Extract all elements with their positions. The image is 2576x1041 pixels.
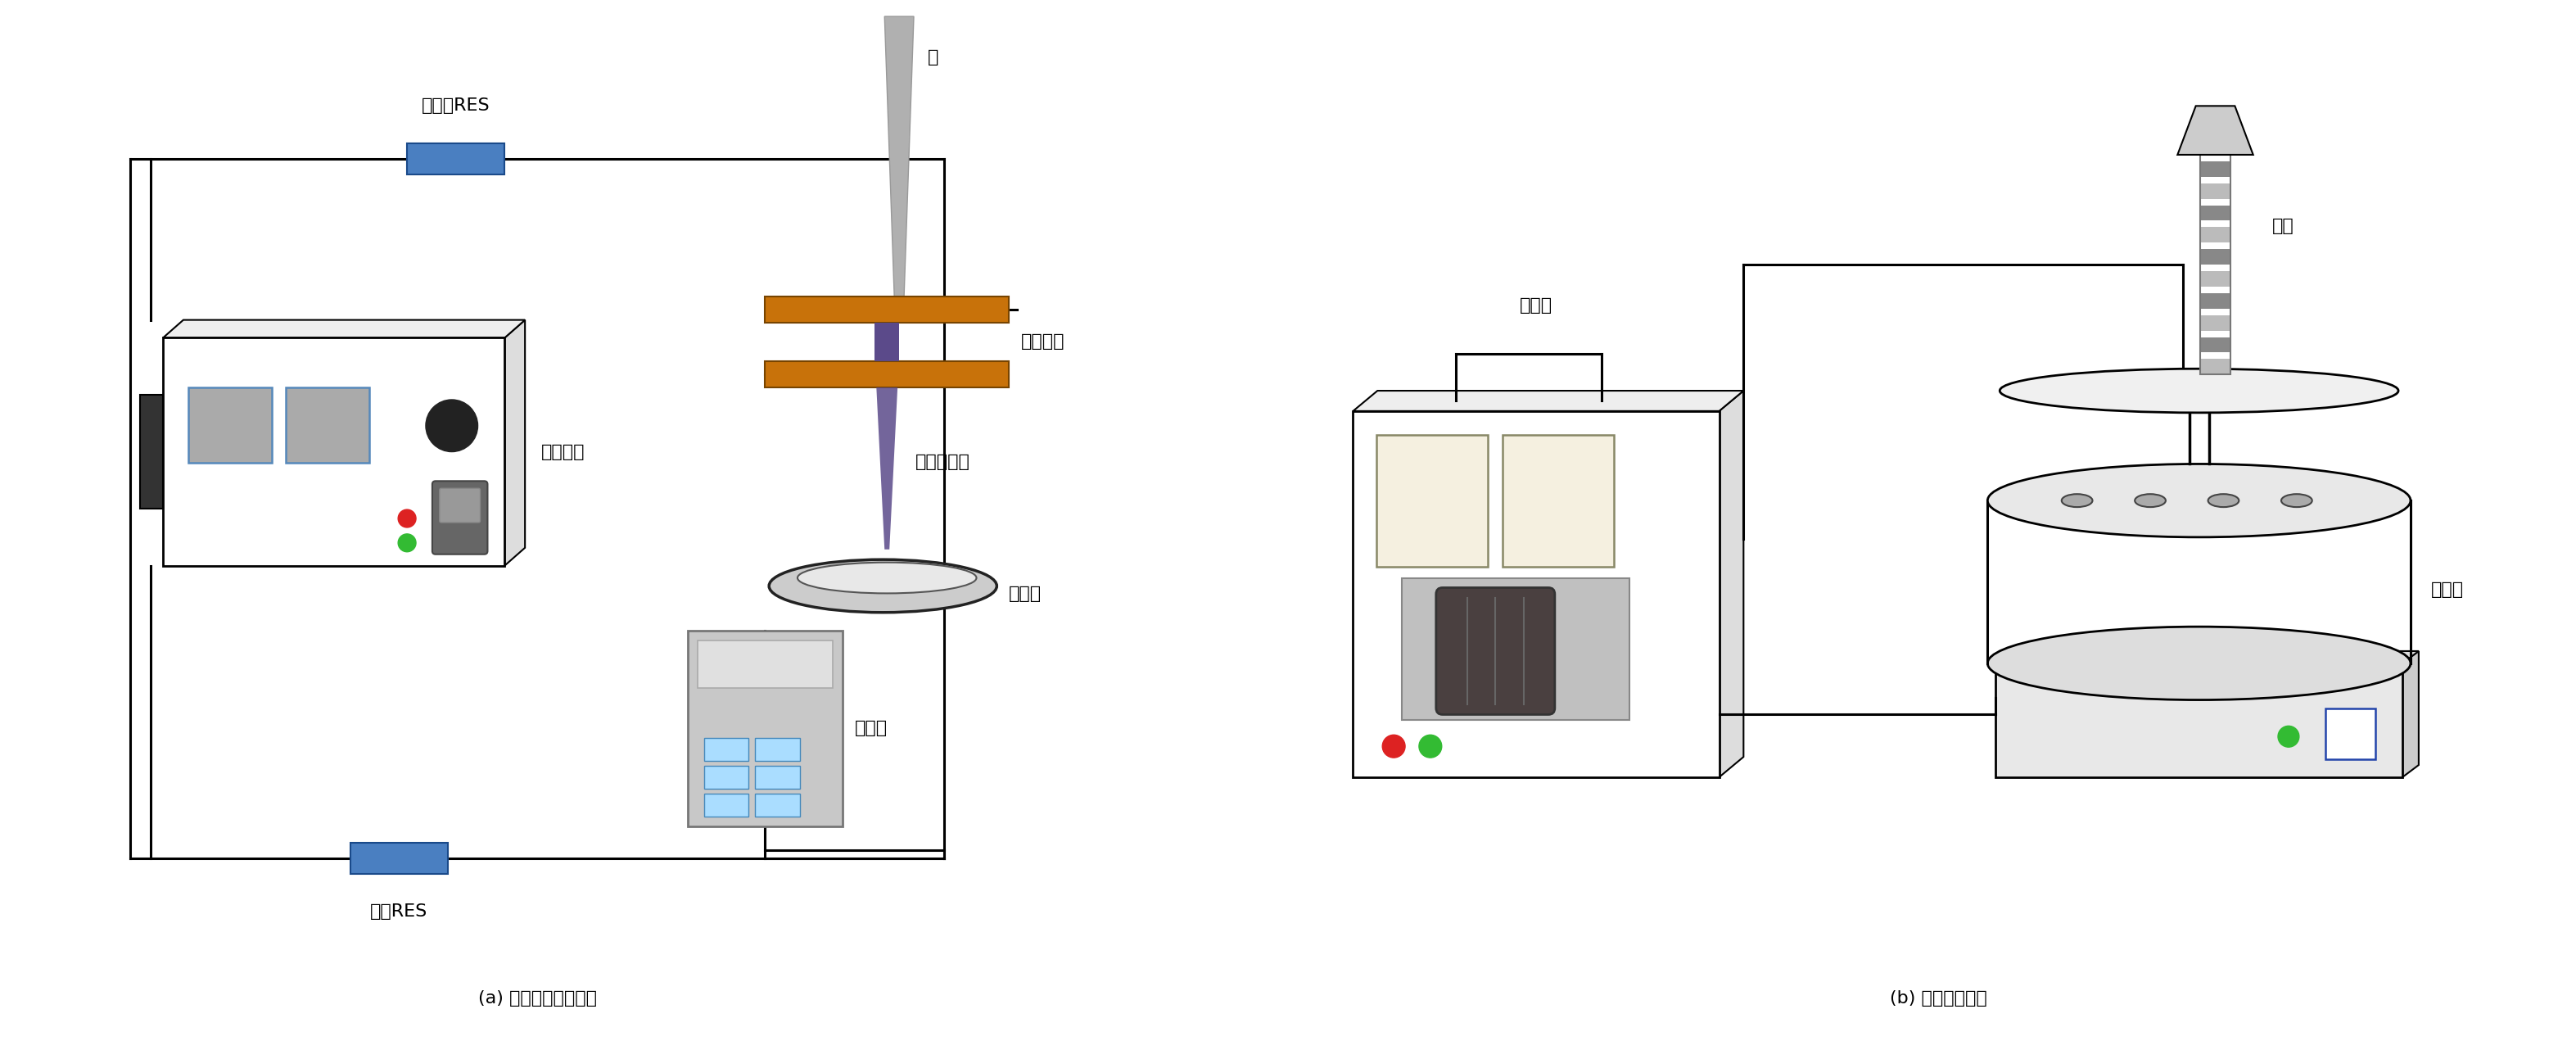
Polygon shape [884, 17, 914, 297]
Circle shape [425, 400, 477, 452]
Circle shape [1383, 735, 1404, 758]
Text: 控制器: 控制器 [1520, 297, 1553, 313]
Bar [350, 843, 448, 874]
FancyBboxPatch shape [286, 387, 368, 463]
Bar [2200, 294, 2231, 308]
Bar [876, 323, 899, 361]
Text: 镇流器RES: 镇流器RES [422, 98, 489, 115]
Ellipse shape [2208, 494, 2239, 507]
Ellipse shape [770, 560, 997, 612]
Text: 阴极循环: 阴极循环 [1020, 334, 1064, 350]
FancyBboxPatch shape [440, 488, 479, 523]
FancyBboxPatch shape [1435, 587, 1556, 714]
Bar [688, 631, 842, 826]
Ellipse shape [2136, 494, 2166, 507]
Bar [765, 361, 1010, 387]
Bar [2200, 315, 2231, 330]
Bar [755, 766, 801, 789]
Bar [755, 738, 801, 761]
Text: 稳电压源: 稳电压源 [541, 443, 585, 460]
Ellipse shape [2061, 494, 2092, 507]
Bar [2200, 227, 2231, 243]
Circle shape [399, 509, 415, 528]
Text: 反应器: 反应器 [2432, 582, 2463, 599]
FancyBboxPatch shape [188, 387, 273, 463]
FancyBboxPatch shape [433, 481, 487, 554]
Ellipse shape [1989, 464, 2411, 537]
Bar [2200, 249, 2231, 264]
Ellipse shape [1999, 369, 2398, 412]
Polygon shape [1718, 390, 1744, 778]
Bar [407, 144, 505, 174]
Bar [703, 738, 750, 761]
Text: 氙灯: 氙灯 [2272, 219, 2295, 234]
Text: 检验RES: 检验RES [371, 904, 428, 919]
Ellipse shape [2282, 494, 2313, 507]
Text: 针: 针 [927, 49, 938, 66]
Bar [2200, 161, 2231, 177]
Bar [765, 297, 1010, 323]
Bar [703, 766, 750, 789]
Circle shape [2277, 726, 2300, 747]
Polygon shape [162, 320, 526, 338]
Bar [2200, 337, 2231, 353]
Polygon shape [505, 320, 526, 565]
Bar [2200, 272, 2231, 286]
Bar [2200, 359, 2231, 375]
Text: (b) 光化学反应仪: (b) 光化学反应仪 [1891, 990, 1986, 1007]
Bar [1401, 578, 1631, 720]
Bar [2200, 205, 2231, 221]
Bar [2326, 709, 2375, 759]
Bar [1996, 663, 2403, 778]
Bar [139, 395, 162, 509]
Polygon shape [1352, 390, 1744, 411]
Circle shape [1419, 735, 1443, 758]
Text: 等离子射流: 等离子射流 [914, 454, 971, 471]
Polygon shape [876, 387, 896, 550]
Bar [2200, 183, 2231, 199]
Ellipse shape [1989, 627, 2411, 700]
Circle shape [399, 534, 415, 552]
Text: 反应器: 反应器 [1010, 586, 1041, 603]
Polygon shape [1996, 651, 2419, 663]
Bar [703, 793, 750, 816]
Bar [1352, 411, 1718, 778]
Text: 万用表: 万用表 [855, 720, 886, 737]
Polygon shape [2177, 106, 2254, 155]
FancyBboxPatch shape [1376, 435, 1489, 566]
Text: (a) 辉光放电等离子体: (a) 辉光放电等离子体 [477, 990, 598, 1007]
Ellipse shape [799, 562, 976, 593]
Polygon shape [2403, 651, 2419, 778]
FancyBboxPatch shape [1502, 435, 1615, 566]
Bar [755, 793, 801, 816]
Bar [2200, 155, 2231, 375]
Bar [698, 640, 832, 688]
Bar [162, 338, 505, 565]
